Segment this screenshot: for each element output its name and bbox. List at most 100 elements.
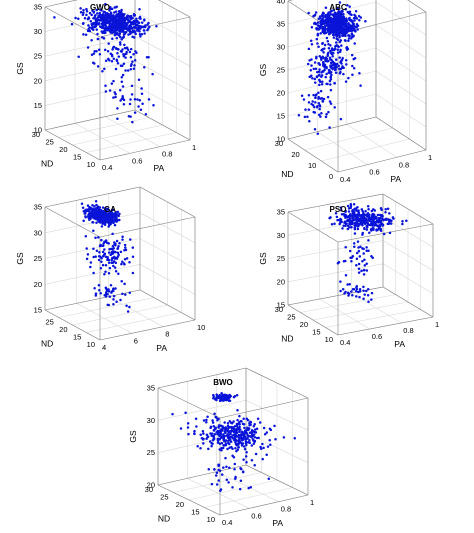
data-point (238, 430, 241, 434)
data-point (122, 98, 126, 102)
data-point (117, 55, 121, 58)
data-point (238, 428, 242, 431)
data-point (108, 89, 112, 92)
y-tick-label: 25 (160, 493, 168, 502)
data-point (370, 229, 373, 232)
data-point (308, 75, 311, 79)
data-point (362, 252, 365, 255)
data-point (361, 216, 364, 219)
data-point (368, 216, 371, 220)
data-point (353, 245, 356, 249)
data-point (362, 247, 365, 251)
x-tick-label: 0.8 (281, 505, 291, 514)
data-point (155, 24, 158, 28)
data-point (335, 17, 339, 20)
data-point (116, 62, 120, 65)
data-point (336, 32, 339, 36)
data-point (344, 39, 347, 42)
data-point (329, 77, 333, 81)
data-point (99, 267, 103, 270)
x-tick-label: 0.6 (372, 332, 382, 341)
data-point (126, 310, 130, 313)
data-point (349, 203, 353, 206)
data-point (101, 13, 105, 16)
data-point (227, 439, 230, 443)
data-point (324, 115, 328, 119)
data-point (353, 19, 356, 22)
data-point (116, 14, 119, 17)
data-point (213, 412, 216, 415)
data-point (128, 261, 131, 264)
data-point (109, 284, 113, 287)
data-point (121, 85, 125, 88)
data-point (136, 98, 139, 101)
data-point (344, 216, 347, 219)
data-point (223, 434, 226, 438)
z-tick-label: 30 (277, 43, 285, 52)
data-point (110, 22, 114, 26)
data-point (341, 10, 344, 13)
data-point (282, 436, 286, 439)
data-point (327, 27, 330, 30)
data-point (329, 61, 333, 65)
data-point (226, 428, 230, 431)
data-point (316, 24, 320, 27)
data-point (356, 28, 359, 31)
data-point (319, 17, 322, 20)
data-point (229, 421, 233, 424)
data-point (211, 419, 214, 422)
data-point (100, 260, 103, 264)
data-point (106, 257, 109, 260)
data-point (114, 17, 118, 21)
data-point (70, 22, 74, 26)
data-point (117, 18, 120, 21)
data-point (384, 211, 387, 214)
data-point (318, 68, 321, 71)
data-point (122, 17, 126, 21)
chart-title: BWO (213, 378, 233, 387)
data-point (103, 14, 107, 18)
data-point (382, 232, 386, 236)
data-point (122, 35, 126, 38)
data-point (329, 88, 333, 92)
data-point (348, 217, 352, 221)
data-point (351, 254, 355, 258)
z-tick-label: 20 (277, 277, 285, 286)
data-point (131, 271, 135, 275)
data-point (108, 247, 111, 251)
data-point (121, 238, 124, 241)
data-point (233, 425, 237, 428)
data-point (111, 245, 115, 248)
data-point (119, 43, 122, 46)
data-point (99, 211, 102, 215)
data-point (255, 436, 259, 440)
data-point (103, 272, 106, 276)
data-point (313, 61, 317, 64)
data-point (256, 417, 260, 420)
data-point (306, 62, 310, 66)
data-point (131, 246, 135, 249)
data-point (102, 37, 106, 40)
data-point (361, 231, 365, 235)
data-point (107, 303, 111, 307)
data-point (225, 465, 228, 469)
data-point (95, 28, 99, 31)
data-point (367, 249, 370, 253)
data-point (114, 250, 117, 254)
data-point (261, 442, 264, 446)
data-point (339, 23, 343, 27)
data-point (338, 40, 342, 44)
data-point (314, 67, 318, 70)
data-point (213, 427, 217, 430)
data-point (194, 417, 198, 420)
data-point (104, 239, 108, 242)
data-point (115, 31, 119, 35)
data-point (329, 75, 332, 79)
data-point (80, 202, 84, 206)
data-point (121, 292, 124, 296)
data-point (350, 18, 353, 22)
data-point (234, 439, 238, 442)
data-point (212, 436, 216, 440)
data-point (269, 443, 272, 447)
